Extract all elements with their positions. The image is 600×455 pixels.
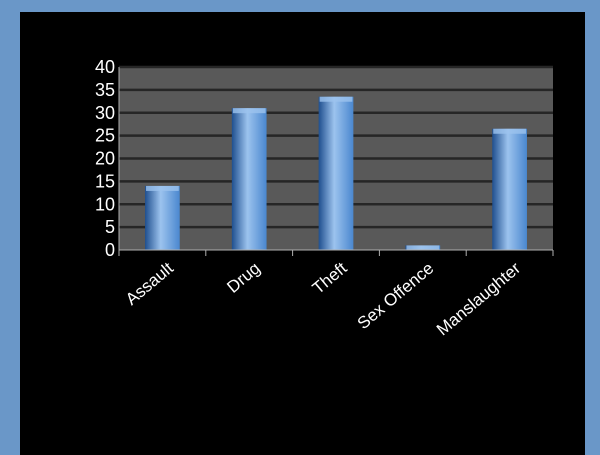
x-category-label: Assault	[122, 258, 177, 309]
y-tick-label: 5	[105, 217, 115, 237]
bar-cap	[406, 245, 440, 250]
bars	[145, 96, 527, 250]
bar-theft	[318, 96, 354, 250]
chart-panel: 0 5 10 15 20 25 30 35 40 Assault Drug Theft Sex Off…	[20, 12, 585, 455]
y-tick-label: 25	[95, 126, 115, 146]
bar-cap	[232, 108, 266, 114]
y-tick-label: 35	[95, 80, 115, 100]
bar-cap	[319, 96, 353, 102]
bar-cap	[493, 128, 526, 134]
x-category-label: Drug	[223, 259, 263, 297]
axes	[118, 67, 554, 256]
bar-drug	[231, 108, 267, 250]
x-category-label: Sex Offence	[354, 259, 438, 333]
y-tick-label: 30	[95, 103, 115, 123]
bar-assault	[145, 185, 180, 250]
y-tick-label: 15	[95, 171, 115, 191]
x-category-label: Manslaughter	[433, 258, 524, 339]
x-category-label: Theft	[309, 258, 351, 298]
bar-cap	[146, 185, 179, 191]
y-tick-label: 10	[95, 194, 115, 214]
y-tick-label: 40	[95, 57, 115, 77]
y-tick-label: 0	[105, 240, 115, 260]
y-tick-label: 20	[95, 149, 115, 169]
bar-manslaughter	[492, 128, 527, 250]
